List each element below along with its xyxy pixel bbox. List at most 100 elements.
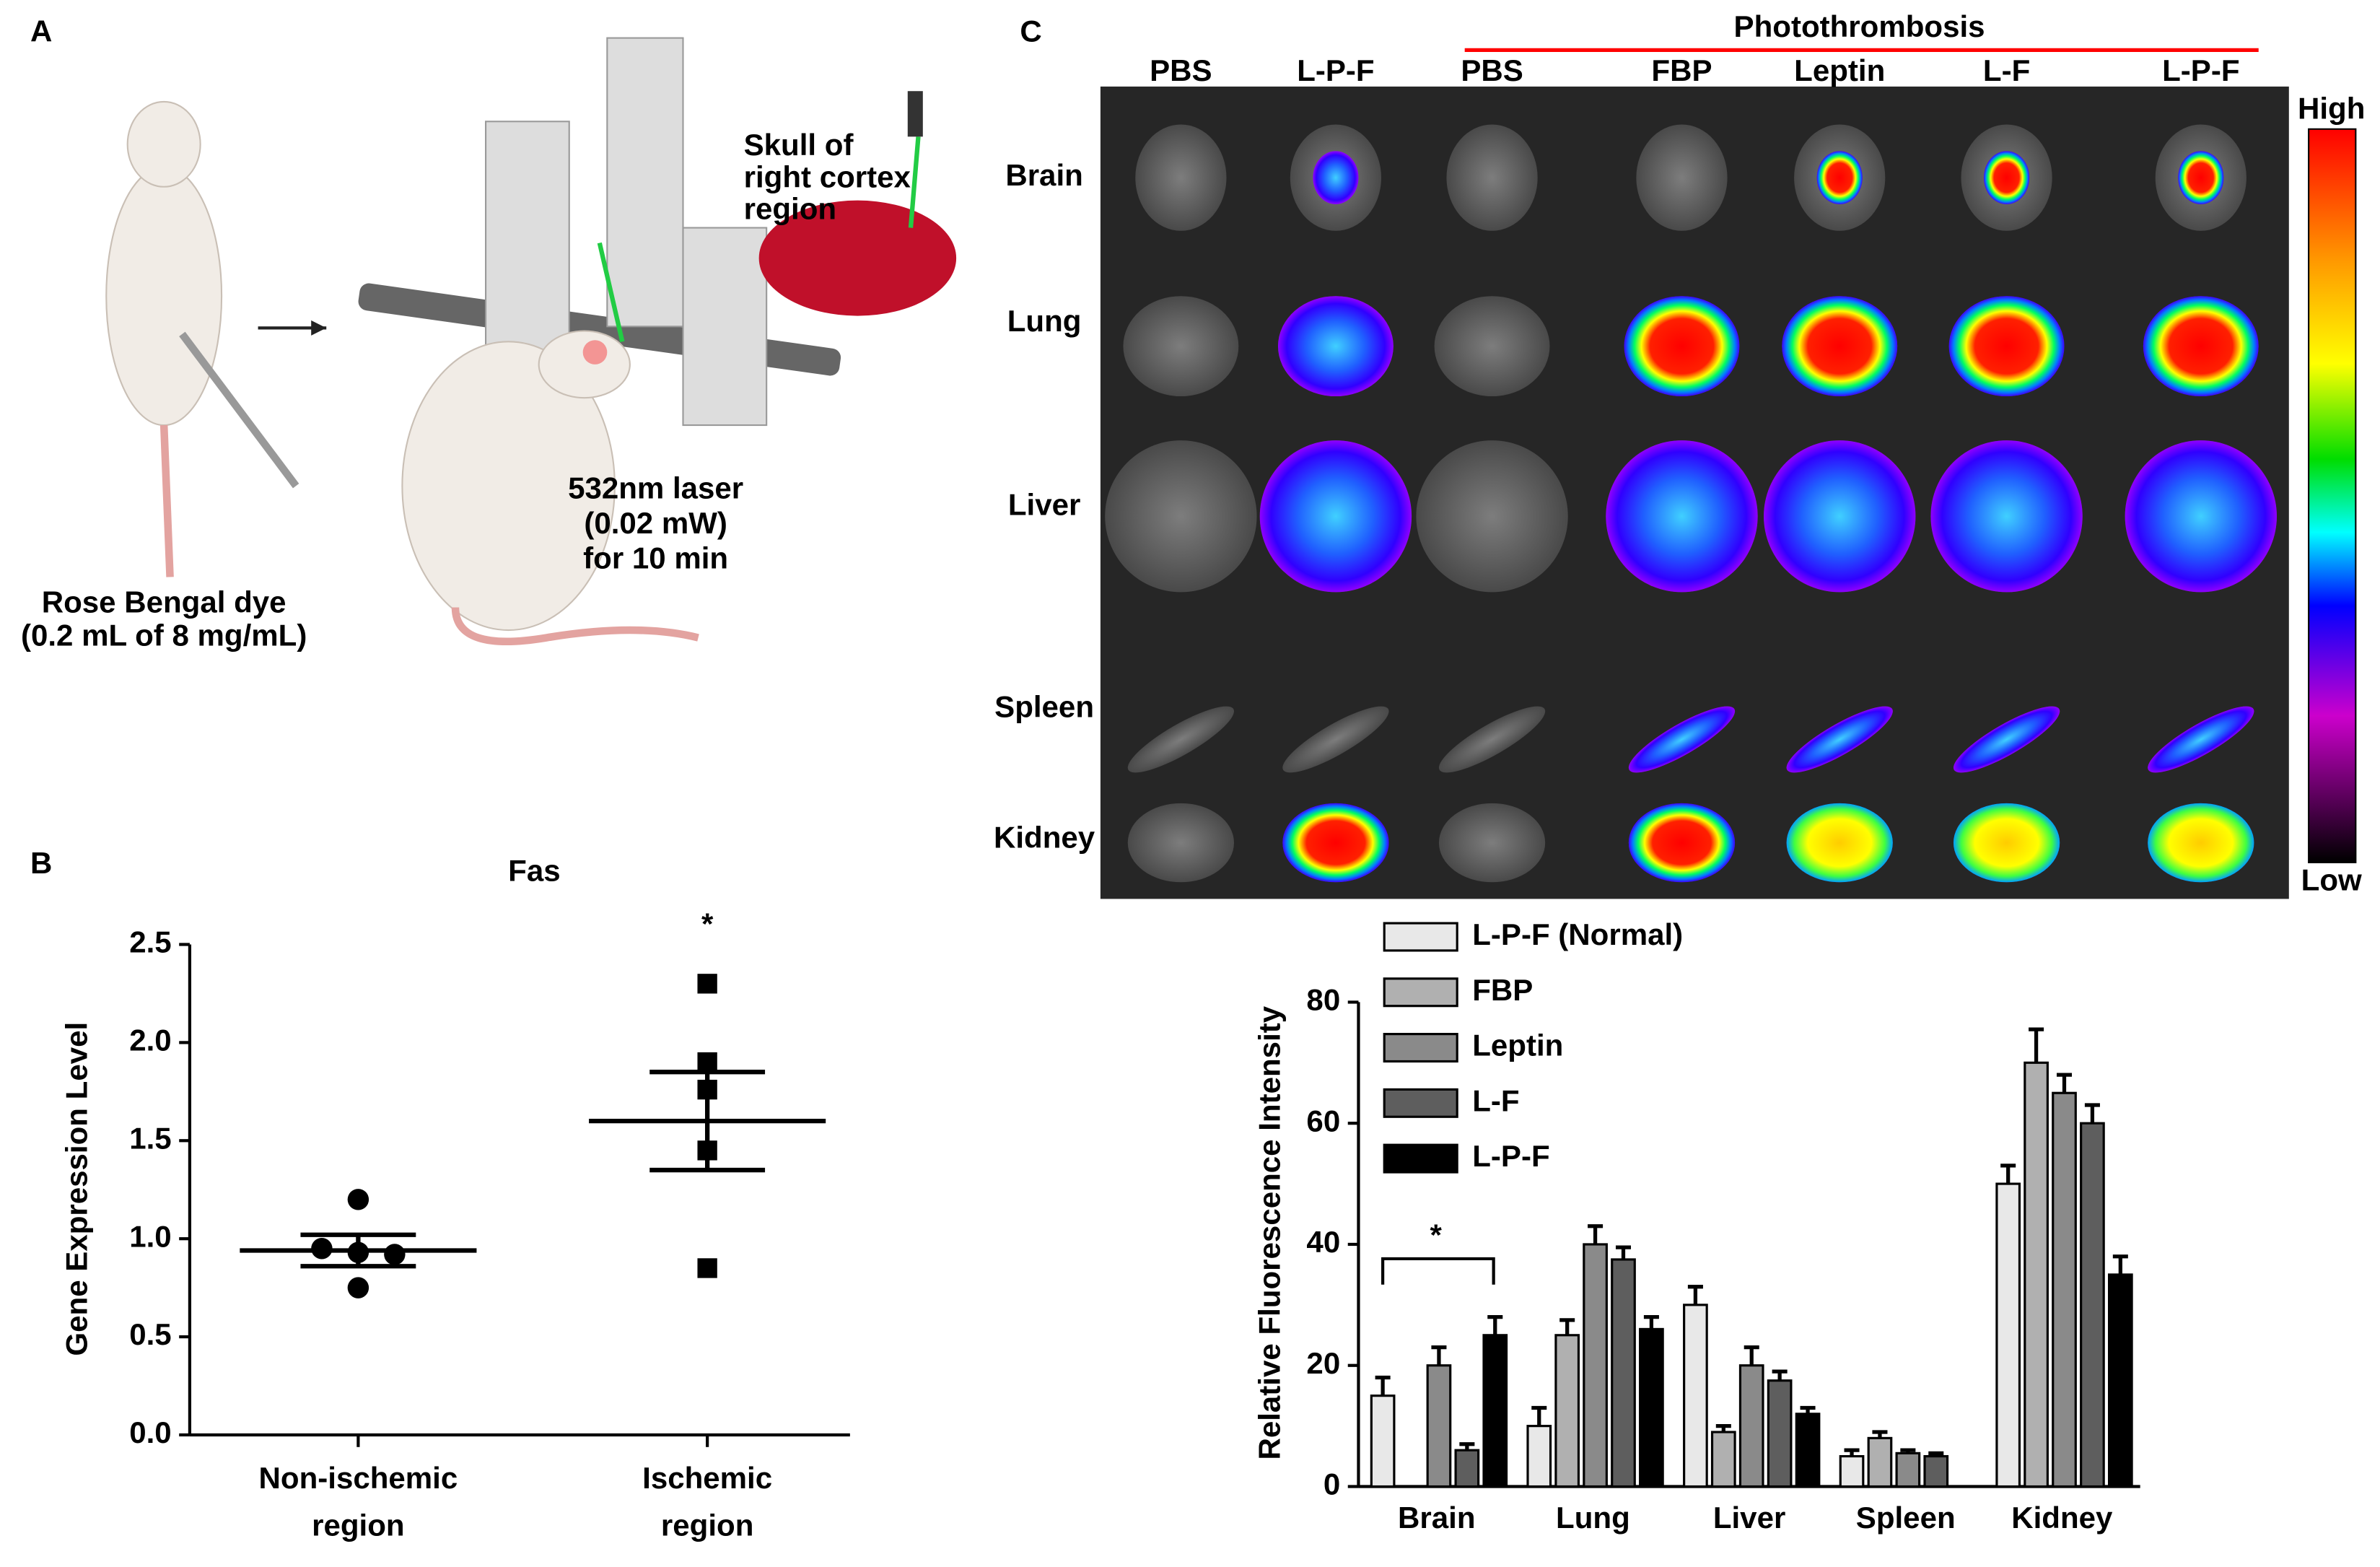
fluorescence xyxy=(1624,296,1740,397)
bar xyxy=(1583,1243,1608,1488)
annotation-text: (0.02 mW) xyxy=(584,506,727,540)
fluorescence xyxy=(1628,706,1736,773)
fluorescence xyxy=(1948,296,2065,397)
y-tick-label: 1.0 xyxy=(129,1219,171,1253)
x-tick-label: Liver xyxy=(1713,1501,1785,1535)
rat-illustration xyxy=(105,37,957,645)
column-label: PBS xyxy=(1150,53,1212,87)
scale-label: Low xyxy=(2301,863,2362,896)
y-tick-label: 0.0 xyxy=(129,1415,171,1449)
panel-label: A xyxy=(30,14,52,48)
organ xyxy=(1135,124,1227,231)
bar xyxy=(1639,1327,1664,1488)
scale-label: High xyxy=(2298,92,2365,126)
bar xyxy=(1710,1431,1736,1488)
fluorescence xyxy=(2148,803,2254,883)
organ xyxy=(1127,803,1234,883)
fluorescence xyxy=(1786,803,1893,883)
x-tick-label: Ischemic region xyxy=(642,1461,772,1542)
panel-label: B xyxy=(30,846,52,880)
organ xyxy=(1438,706,1546,773)
fluorescence xyxy=(1282,803,1389,883)
fluorescence xyxy=(1816,151,1863,204)
data-point xyxy=(347,1277,369,1298)
bar xyxy=(1482,1334,1508,1488)
bar xyxy=(1923,1454,1949,1488)
bar xyxy=(1738,1364,1764,1488)
fluorescence xyxy=(1277,296,1394,397)
legend-swatch xyxy=(1383,1143,1458,1174)
x-tick-label: Kidney xyxy=(2011,1501,2113,1535)
legend-label: L-P-F (Normal) xyxy=(1472,917,1683,951)
fluorescence xyxy=(2178,151,2224,204)
x-tick-label: Lung xyxy=(1556,1501,1630,1535)
data-point xyxy=(697,1258,717,1278)
bar xyxy=(1995,1182,2021,1488)
bar xyxy=(2080,1122,2105,1488)
bar xyxy=(1370,1394,1396,1488)
legend-label: L-P-F xyxy=(1472,1139,1549,1173)
bar xyxy=(1895,1452,1921,1488)
y-tick-label: 80 xyxy=(1306,983,1340,1017)
annotation-text: Skull of xyxy=(744,128,854,162)
y-axis-label: Gene Expression Level xyxy=(59,1022,93,1356)
annotation-text: 532nm laser xyxy=(568,471,743,505)
x-tick-label: Spleen xyxy=(1856,1501,1956,1535)
y-tick-label: 2.0 xyxy=(129,1023,171,1057)
fluorescence xyxy=(1786,706,1893,773)
row-label: Spleen xyxy=(994,690,1094,724)
y-tick-label: 1.5 xyxy=(129,1121,171,1155)
organ xyxy=(1636,124,1728,231)
panel-label: C xyxy=(1020,14,1041,48)
organ xyxy=(1446,124,1538,231)
bar xyxy=(1839,1454,1865,1488)
chart-title: Fas xyxy=(508,854,560,888)
bar xyxy=(1426,1364,1452,1488)
fluorescence xyxy=(2148,706,2254,773)
row-label: Brain xyxy=(1005,158,1082,192)
bar xyxy=(1554,1334,1580,1488)
data-point xyxy=(384,1244,406,1265)
fluorescence xyxy=(1953,803,2060,883)
bar xyxy=(2107,1273,2133,1488)
bar xyxy=(1795,1413,1821,1488)
column-label: L-P-F xyxy=(1297,53,1374,87)
annotation-text: (0.2 mL of 8 mg/mL) xyxy=(21,619,307,652)
color-scale xyxy=(2308,128,2357,863)
legend-swatch xyxy=(1383,922,1458,952)
legend-label: FBP xyxy=(1472,973,1533,1007)
bar xyxy=(1867,1436,1893,1488)
group-label: Photothrombosis xyxy=(1734,9,1985,43)
fluorescence xyxy=(1628,803,1736,883)
y-tick-label: 2.5 xyxy=(129,925,171,959)
fluorescence xyxy=(1259,440,1412,593)
annotation-text: right cortex xyxy=(744,160,911,193)
column-label: L-P-F xyxy=(2162,53,2239,87)
bar xyxy=(1683,1304,1708,1488)
organ xyxy=(1105,440,1257,593)
row-label: Kidney xyxy=(994,820,1095,854)
row-label: Lung xyxy=(1007,304,1082,338)
bar xyxy=(1454,1449,1480,1488)
x-tick-label: Non-ischemic region xyxy=(259,1461,458,1542)
legend-label: L-F xyxy=(1472,1083,1519,1117)
bar xyxy=(2052,1091,2077,1488)
bar xyxy=(1767,1379,1793,1488)
y-tick-label: 40 xyxy=(1306,1225,1340,1259)
data-point xyxy=(347,1189,369,1210)
data-point xyxy=(697,1052,717,1073)
significance-marker: * xyxy=(1430,1218,1443,1252)
organ-images xyxy=(1105,124,2277,883)
annotation-text: region xyxy=(744,192,836,226)
x-tick-label: Brain xyxy=(1398,1501,1475,1535)
y-axis-label: Relative Fluorescence Intensity xyxy=(1253,1005,1287,1459)
column-label: PBS xyxy=(1461,53,1523,87)
fluorescence xyxy=(1606,440,1758,593)
organ xyxy=(1434,296,1550,397)
organ xyxy=(1127,706,1234,773)
organ xyxy=(1123,296,1239,397)
fluorescence xyxy=(1984,151,2030,204)
legend-label: Leptin xyxy=(1472,1029,1563,1062)
organ xyxy=(1282,706,1389,773)
